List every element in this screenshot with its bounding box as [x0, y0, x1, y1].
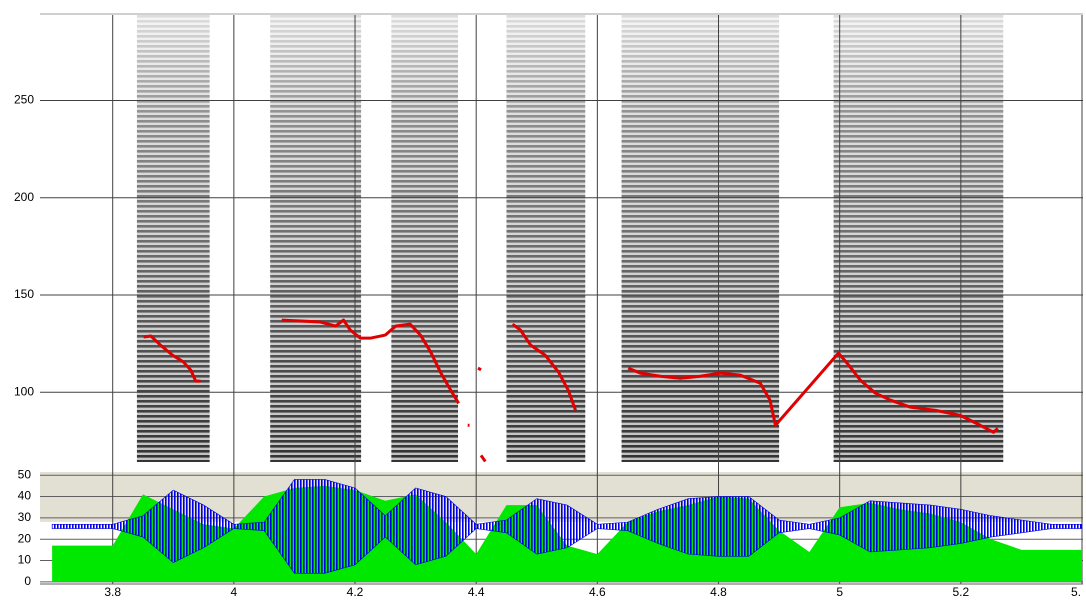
spectrogram-view: 100 150 200 250 0 10 20 30 40 50 3.8 4 4.2 4.4 4.6 4.8 5…: [0, 0, 1086, 602]
y-tick-label: 200: [14, 190, 34, 204]
y-tick-label: 0: [24, 574, 31, 588]
y-tick-label: 250: [14, 93, 34, 107]
x-tick-label: 4.2: [347, 585, 364, 599]
x-tick-label: 5.: [1071, 585, 1081, 599]
spectrogram-harmonics: [137, 15, 210, 462]
y-tick-label: 50: [18, 467, 32, 481]
x-tick-label: 4: [231, 585, 238, 599]
spectrogram-harmonics: [391, 15, 458, 462]
spectrogram-harmonics: [506, 15, 585, 462]
x-tick-label: 3.8: [104, 585, 121, 599]
x-tick-label: 5: [836, 585, 843, 599]
y-tick-label: 150: [14, 287, 34, 301]
y-tick-label: 30: [18, 510, 32, 524]
x-tick-label: 4.8: [710, 585, 727, 599]
spectrogram-harmonics: [834, 15, 1004, 462]
y-tick-label: 20: [18, 531, 32, 545]
y-tick-label: 10: [18, 553, 32, 567]
y-tick-label: 100: [14, 384, 34, 398]
x-tick-label: 4.6: [589, 585, 606, 599]
y-tick-label: 40: [18, 489, 32, 503]
x-tick-label: 5.2: [952, 585, 969, 599]
spectrogram-harmonics: [270, 15, 361, 462]
spectrogram-harmonics: [622, 15, 780, 462]
x-tick-label: 4.4: [468, 585, 485, 599]
